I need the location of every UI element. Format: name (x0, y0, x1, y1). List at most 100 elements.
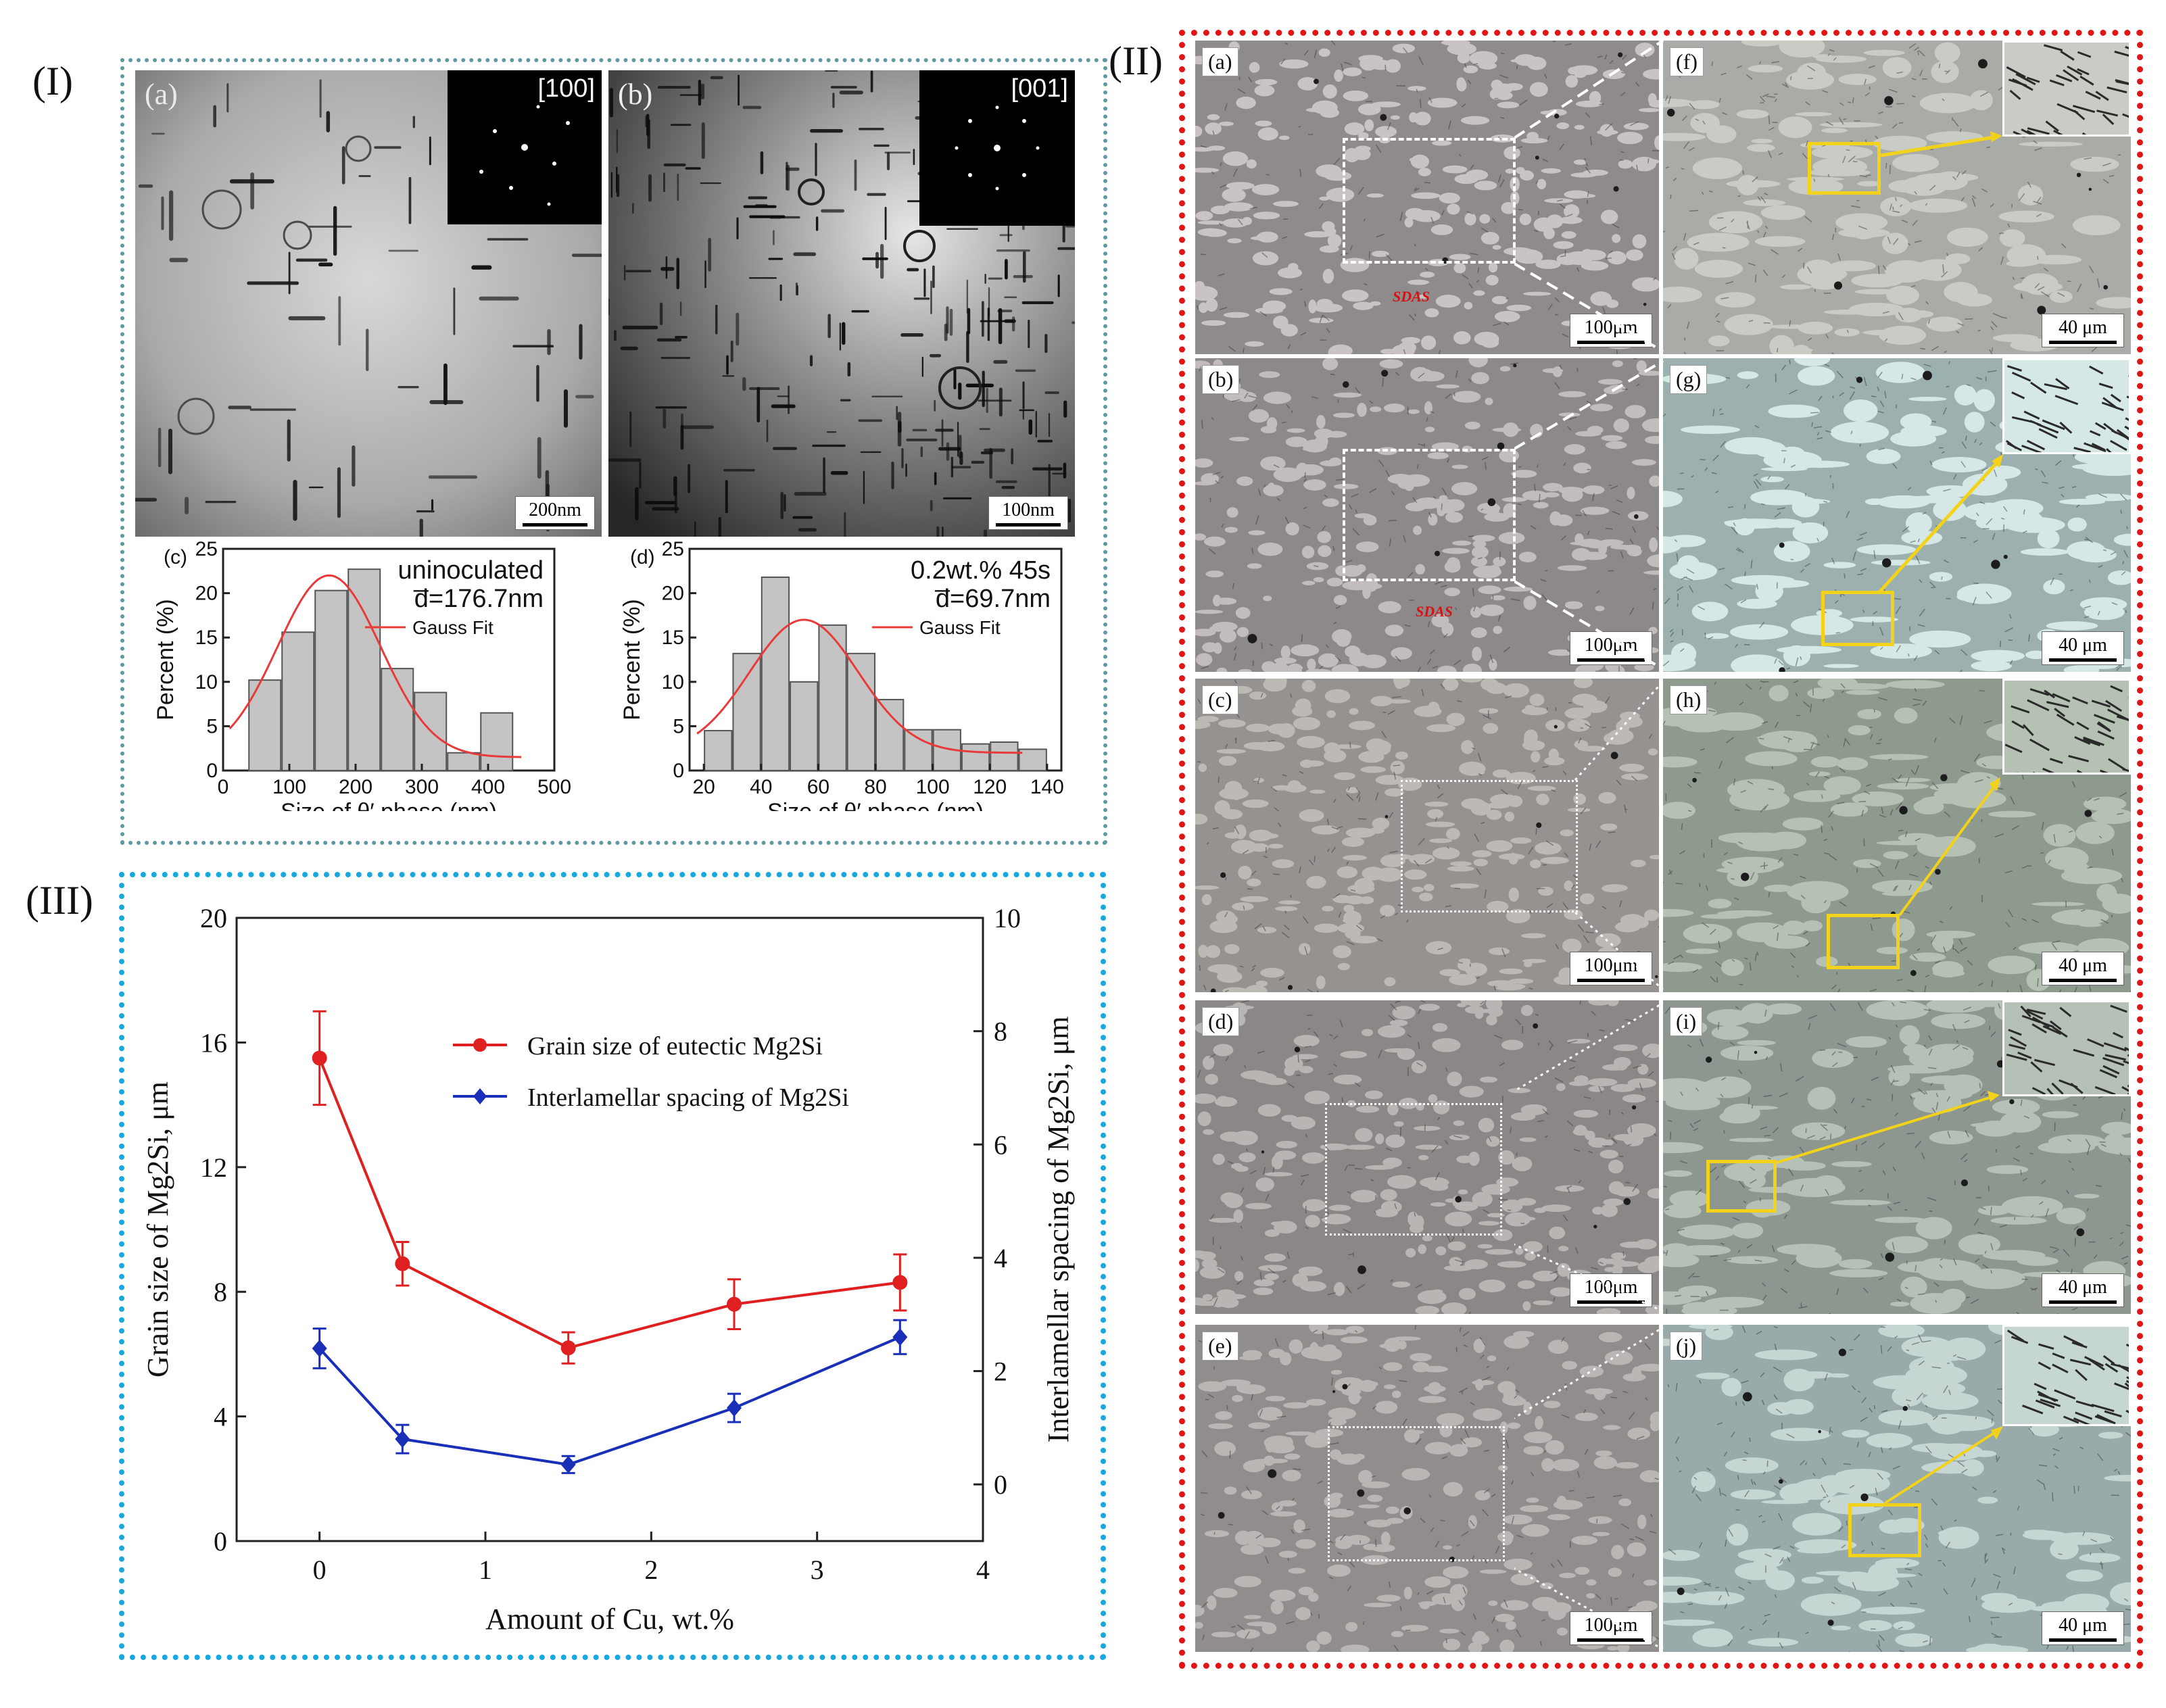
scale-bar-b-text: 100nm (1002, 499, 1055, 520)
tem-image-b: (b) [001] 100nm (608, 70, 1075, 537)
d-x-axis-label: Size of θ′ phase (nm) (767, 799, 984, 811)
detail-inset-f (2002, 41, 2131, 137)
scale-bar-micro-c-text: 100μm (1584, 955, 1638, 976)
scale-bar-micro-j-text: 40 μm (2059, 1615, 2107, 1636)
III-ytick-left-label-0: 0 (214, 1526, 227, 1557)
d-xtick-label-3: 80 (864, 776, 886, 798)
panel-label-III: (III) (26, 878, 93, 923)
III-plot-frame (235, 917, 984, 1542)
detail-inset-i (2002, 1000, 2131, 1096)
micrograph-a-label: (a) (1202, 47, 1238, 76)
d-bar-7 (904, 729, 933, 772)
c-panel-label: (c) (164, 546, 187, 568)
scale-bar-micro-b-text: 100μm (1584, 635, 1638, 656)
III-ytick-right-label-3: 6 (994, 1129, 1007, 1160)
c-xtick-label-3: 300 (405, 776, 439, 798)
scale-bar-micro-e-text: 100μm (1584, 1615, 1638, 1636)
c-ytick-label-5: 25 (195, 541, 218, 560)
histogram-d: 20 40 60 80 100 120 140 0 5 10 15 20 25 Size of θ′ ph… (619, 541, 1064, 811)
d-ytick-label-5: 25 (662, 541, 684, 560)
c-legend-label: Gauss Fit (412, 617, 494, 638)
c-bar-2 (314, 589, 348, 771)
c-gauss-fit-line (228, 574, 522, 758)
c-xtick-label-4: 400 (471, 776, 505, 798)
tem-image-a: (a) [100] 200nm (135, 70, 602, 537)
c-x-axis-label: Size of θ′ phase (nm) (281, 799, 497, 811)
micrograph-d-label: (d) (1202, 1007, 1240, 1036)
highlight-box-f (1808, 142, 1881, 195)
scale-bar-micro-i: 40 μm (2042, 1273, 2124, 1307)
III-xtick-label-0: 0 (313, 1555, 327, 1585)
histogram-c: 0 100 200 300 400 500 0 5 10 15 20 25 Size of θ′ pha… (153, 541, 571, 811)
micrograph-h-label: (h) (1670, 685, 1708, 714)
III-legend-label-0: Grain size of eutectic Mg2Si (527, 1032, 823, 1060)
III-ytick-left-label-3: 12 (200, 1152, 227, 1183)
d-bar-9 (961, 743, 990, 772)
d-bar-1 (732, 652, 761, 771)
highlight-box-g (1821, 591, 1894, 646)
c-ytick-label-0: 0 (206, 760, 218, 782)
scale-bar-micro-g-text: 40 μm (2059, 635, 2107, 656)
III-series-1-line (318, 1336, 901, 1466)
c-xtick-label-0: 0 (218, 776, 229, 798)
c-bar-1 (281, 631, 315, 771)
d-legend-label: Gauss Fit (919, 617, 1001, 638)
d-xtick-label-5: 120 (973, 776, 1007, 798)
zoom-region-c (1401, 780, 1578, 912)
c-ytick-label-4: 20 (195, 583, 218, 605)
highlight-box-h (1827, 914, 1900, 969)
d-bar-0 (704, 729, 733, 771)
III-legend-label-1: Interlamellar spacing of Mg2Si (527, 1083, 849, 1112)
scale-bar-micro-a-text: 100μm (1584, 317, 1638, 338)
III-series-0-point-1 (395, 1256, 410, 1271)
III-ytick-right-label-4: 8 (994, 1017, 1007, 1047)
panel-label-I: (I) (32, 59, 73, 103)
zoom-region-e (1328, 1426, 1505, 1561)
tem-a-label: (a) (145, 78, 178, 111)
highlight-box-i (1706, 1160, 1777, 1213)
d-xtick-label-6: 140 (1030, 776, 1064, 798)
III-xtick-label-4: 4 (976, 1555, 990, 1585)
d-ytick-label-0: 0 (673, 760, 684, 782)
c-ytick-label-1: 5 (206, 715, 218, 737)
scale-bar-micro-j: 40 μm (2042, 1611, 2124, 1645)
part-III-frame (119, 872, 1106, 1660)
panel-label-II: (II) (1109, 39, 1163, 83)
d-ytick-label-1: 5 (673, 715, 684, 737)
c-bar-6 (447, 752, 481, 772)
III-ytick-right-label-2: 4 (994, 1243, 1007, 1273)
III-series-0-point-3 (727, 1296, 742, 1312)
d-ytick-label-2: 10 (662, 671, 684, 693)
III-legend-marker-1 (473, 1088, 487, 1104)
III-ytick-right-label-5: 10 (994, 903, 1021, 933)
d-xtick-label-2: 60 (807, 776, 829, 798)
zoom-region-d (1325, 1103, 1502, 1236)
micrograph-f: (f) 40 μm (1663, 41, 2131, 354)
d-panel-label: (d) (630, 546, 655, 568)
tem-b-label: (b) (618, 78, 653, 111)
III-ytick-left-label-5: 20 (200, 903, 227, 933)
c-bar-3 (347, 568, 381, 772)
d-y-axis-label: Percent (%) (619, 599, 645, 721)
c-bar-7 (480, 712, 514, 771)
highlight-box-j (1848, 1503, 1921, 1557)
scale-bar-micro-c: 100μm (1570, 952, 1652, 985)
micrograph-h: (h) 40 μm (1663, 679, 2131, 992)
zone-axis-label-a: [100] (537, 74, 595, 103)
c-ytick-label-3: 15 (195, 627, 218, 649)
zone-axis-label-b: [001] (1011, 74, 1068, 103)
d-bar-11 (1018, 748, 1047, 771)
scale-bar-micro-f: 40 μm (2042, 314, 2124, 347)
d-xtick-label-1: 40 (750, 776, 772, 798)
micrograph-j: (j) 40 μm (1663, 1325, 2131, 1652)
III-xtick-label-3: 3 (811, 1555, 824, 1585)
micrograph-g: (g) 40 μm (1663, 358, 2131, 672)
micrograph-e-label: (e) (1202, 1332, 1238, 1361)
d-bar-6 (875, 699, 905, 771)
scale-bar-micro-h: 40 μm (2042, 952, 2124, 985)
zoom-region-a (1343, 138, 1516, 264)
micrograph-f-label: (f) (1670, 47, 1704, 76)
III-ytick-left-label-4: 16 (200, 1027, 227, 1058)
d-bar-5 (846, 652, 876, 771)
scale-bar-micro-e: 100μm (1570, 1611, 1652, 1645)
